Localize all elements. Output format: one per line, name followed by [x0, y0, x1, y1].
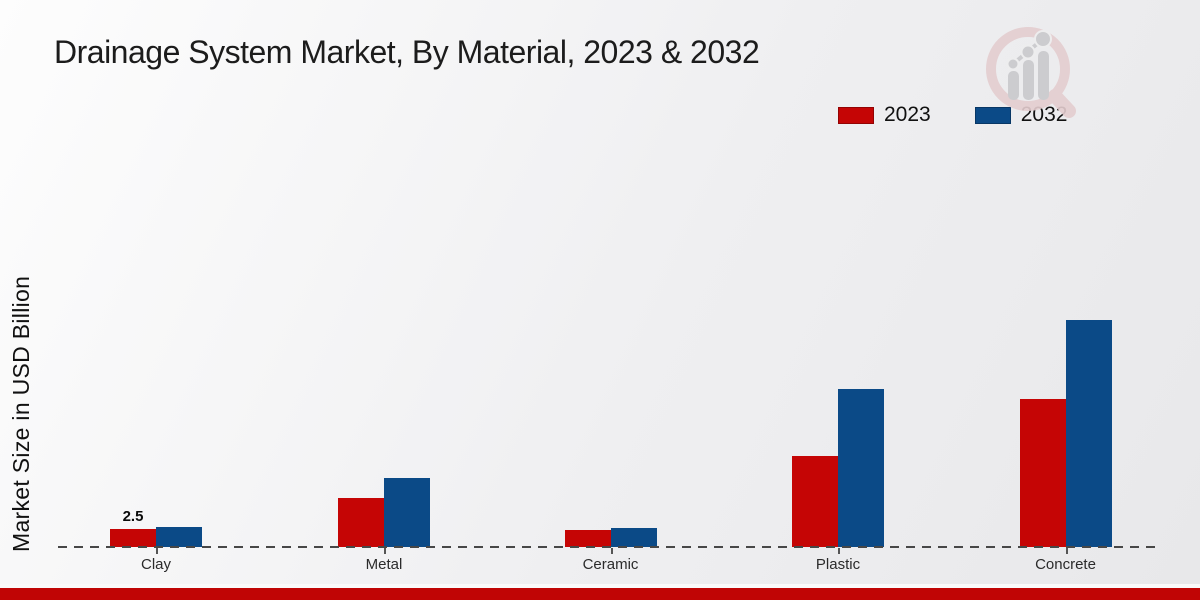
chart-title: Drainage System Market, By Material, 202… [54, 34, 760, 70]
category-label-plastic: Plastic [815, 556, 861, 573]
footer-divider [0, 584, 1200, 588]
bar-2032-metal [384, 478, 430, 547]
category-label-clay: Clay [140, 556, 172, 573]
legend-swatch-2023 [838, 106, 874, 124]
category-label-metal: Metal [365, 556, 403, 573]
x-axis-line [58, 546, 1158, 548]
bar-2032-ceramic [610, 528, 657, 547]
bar-2023-metal [338, 498, 384, 547]
magnifier-bar-chart-logo-icon [986, 27, 1076, 118]
bar-2023-concrete [1019, 399, 1066, 547]
x-axis-tick [384, 548, 386, 554]
legend-swatch-2032 [974, 106, 1011, 124]
bar-2032-clay [156, 527, 202, 547]
bar-2023-plastic [792, 456, 838, 547]
bar-2023-ceramic [564, 530, 611, 547]
category-label-concrete: Concrete [1035, 556, 1096, 573]
x-axis-tick [1065, 548, 1068, 554]
bar-2023-clay [110, 529, 156, 547]
footer-red-banner [0, 588, 1200, 600]
value-label-clay-2023: 2.5 [122, 508, 144, 526]
x-axis-tick [838, 548, 840, 554]
x-axis-tick [156, 548, 158, 554]
legend-label-2023: 2023 [884, 103, 931, 126]
x-axis-tick [610, 548, 613, 554]
category-label-ceramic: Ceramic [582, 556, 639, 573]
bar-2032-plastic [838, 389, 884, 547]
bar-2032-concrete [1065, 320, 1112, 547]
